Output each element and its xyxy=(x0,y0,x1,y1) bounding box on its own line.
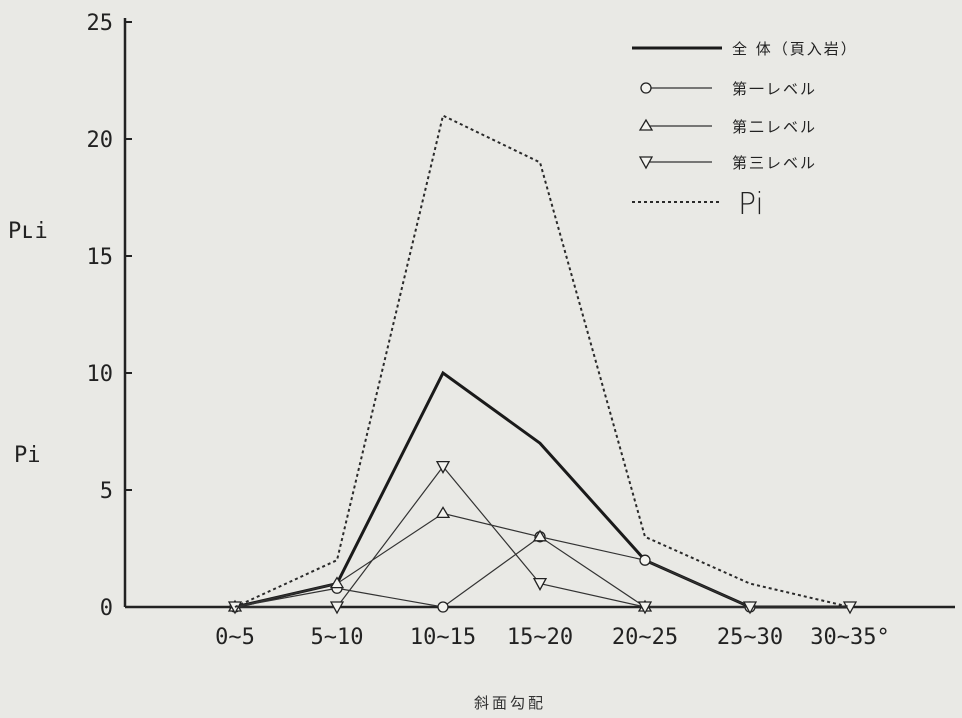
data-point-triangle-up xyxy=(435,506,451,519)
series-2 xyxy=(229,531,756,613)
legend-label: 第二レベル xyxy=(732,118,817,136)
data-point-circle xyxy=(639,554,651,566)
data-point-triangle-down xyxy=(638,156,654,170)
x-tick-label: 30~35° xyxy=(810,625,889,650)
series-4 xyxy=(227,460,858,615)
y-tick-label: 10 xyxy=(87,362,114,387)
data-point-triangle-down xyxy=(637,601,653,615)
y-axis-ticks: 0 5 10 15 20 25 xyxy=(87,11,132,621)
x-tick-label: 5~10 xyxy=(311,625,364,650)
data-point-triangle-down xyxy=(227,601,243,615)
legend-item: 第二レベル xyxy=(638,118,817,136)
y-tick-label: 25 xyxy=(87,11,114,36)
axes xyxy=(123,18,955,609)
data-point-circle xyxy=(437,601,449,613)
y-axis-label-pli: Pʟi xyxy=(8,219,48,244)
data-point-triangle-down xyxy=(742,601,758,615)
x-tick-label: 15~20 xyxy=(507,625,573,650)
series-3 xyxy=(227,506,653,612)
data-point-triangle-up xyxy=(532,529,548,542)
y-axis-label-pi: Pi xyxy=(14,443,41,468)
series-line xyxy=(234,536,751,608)
legend-item: 全 体（頁入岩） xyxy=(632,40,858,58)
x-tick-label: 25~30 xyxy=(717,625,783,650)
x-axis-ticks: 0~5 5~10 10~15 15~20 20~25 25~30 30~35° xyxy=(215,625,890,650)
data-point-triangle-up xyxy=(329,576,345,589)
data-point-triangle-down xyxy=(329,601,345,615)
legend-item: 第三レベル xyxy=(638,154,817,172)
data-point-triangle-down xyxy=(842,601,858,615)
y-tick-label: 0 xyxy=(100,596,113,621)
x-tick-label: 20~25 xyxy=(612,625,678,650)
data-point-circle xyxy=(640,82,652,94)
x-tick-label: 0~5 xyxy=(215,625,255,650)
legend-label: Pi xyxy=(738,187,764,222)
series-layer xyxy=(227,114,858,615)
x-tick-label: 10~15 xyxy=(410,625,476,650)
legend-item: 第一レベル xyxy=(640,80,817,98)
legend-item: Pi xyxy=(632,187,764,222)
data-point-triangle-up xyxy=(638,118,654,131)
data-point-triangle-down xyxy=(532,577,548,591)
series-line xyxy=(234,370,850,609)
y-tick-label: 5 xyxy=(100,479,113,504)
legend-label: 全 体（頁入岩） xyxy=(732,40,858,58)
x-axis-label: 斜面勾配 xyxy=(474,694,546,712)
y-tick-label: 20 xyxy=(87,128,114,153)
y-tick-label: 15 xyxy=(87,245,114,270)
legend-label: 第三レベル xyxy=(732,154,817,172)
series-1 xyxy=(234,370,850,609)
data-point-triangle-down xyxy=(435,460,451,474)
legend-label: 第一レベル xyxy=(732,80,817,98)
